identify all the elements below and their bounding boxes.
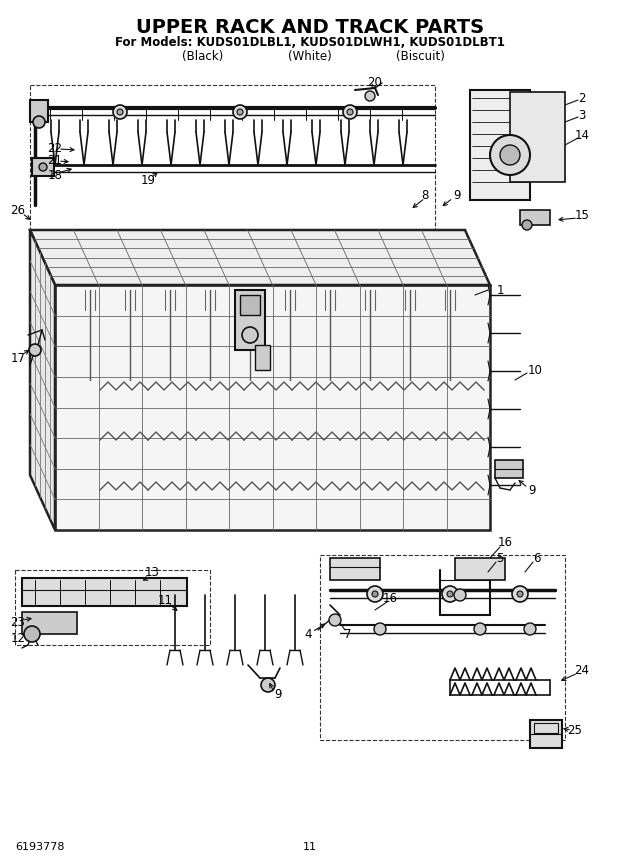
Text: 13: 13 [144, 567, 159, 580]
Bar [534, 723, 558, 733]
Bar [235, 290, 265, 350]
Text: For Models: KUDS01DLBL1, KUDS01DLWH1, KUDS01DLBT1: For Models: KUDS01DLBL1, KUDS01DLWH1, KU… [115, 36, 505, 49]
Circle shape [372, 591, 378, 597]
Text: 25: 25 [567, 723, 582, 736]
Text: 6: 6 [533, 551, 541, 564]
Text: 20: 20 [368, 75, 383, 88]
Text: 12: 12 [11, 632, 25, 645]
Text: 24: 24 [575, 663, 590, 676]
Circle shape [522, 220, 532, 230]
Circle shape [474, 623, 486, 635]
Text: 4: 4 [304, 628, 312, 641]
Text: 17: 17 [11, 352, 25, 365]
Bar [22, 578, 187, 606]
Bar [30, 85, 435, 230]
Text: 5: 5 [497, 551, 503, 564]
Bar [32, 158, 54, 176]
Bar [455, 558, 505, 580]
Circle shape [261, 678, 275, 692]
Polygon shape [30, 230, 490, 285]
Text: 11: 11 [157, 593, 172, 607]
Circle shape [367, 586, 383, 602]
Circle shape [39, 163, 47, 171]
Bar [15, 570, 210, 645]
Polygon shape [30, 230, 55, 530]
Text: 16: 16 [383, 591, 397, 604]
Circle shape [500, 145, 520, 165]
Circle shape [242, 327, 258, 343]
Text: (Black): (Black) [182, 50, 224, 63]
Circle shape [329, 614, 341, 626]
Bar [255, 345, 270, 370]
Bar [22, 612, 77, 634]
Circle shape [347, 109, 353, 115]
Circle shape [454, 589, 466, 601]
Circle shape [447, 591, 453, 597]
Bar [520, 210, 550, 225]
Circle shape [442, 586, 458, 602]
Circle shape [33, 116, 45, 128]
Bar [320, 555, 565, 740]
Text: 22: 22 [48, 141, 63, 154]
Circle shape [343, 105, 357, 119]
Bar [30, 100, 48, 122]
Text: (Biscuit): (Biscuit) [396, 50, 445, 63]
Text: 11: 11 [303, 842, 317, 852]
Text: 9: 9 [528, 484, 536, 496]
Text: 1: 1 [496, 283, 503, 296]
Circle shape [24, 626, 40, 642]
Text: 19: 19 [141, 174, 156, 187]
Text: 26: 26 [11, 204, 25, 217]
Text: 3: 3 [578, 109, 586, 122]
Circle shape [117, 109, 123, 115]
Circle shape [365, 91, 375, 101]
Circle shape [237, 109, 243, 115]
Circle shape [374, 623, 386, 635]
Circle shape [29, 344, 41, 356]
Circle shape [524, 623, 536, 635]
Text: 18: 18 [48, 169, 63, 181]
Bar [470, 90, 530, 200]
Bar [240, 295, 260, 315]
Bar [530, 720, 562, 748]
Text: 14: 14 [575, 128, 590, 141]
Bar [330, 558, 380, 580]
Circle shape [113, 105, 127, 119]
Text: 16: 16 [497, 537, 513, 550]
Text: 15: 15 [575, 209, 590, 222]
Circle shape [517, 591, 523, 597]
Text: 6193778: 6193778 [15, 842, 64, 852]
Text: 10: 10 [528, 364, 542, 377]
Circle shape [512, 586, 528, 602]
Text: 23: 23 [11, 615, 25, 628]
Text: 2: 2 [578, 92, 586, 104]
Text: 9: 9 [453, 188, 461, 201]
Circle shape [490, 135, 530, 175]
Text: 21: 21 [48, 153, 63, 167]
Bar [495, 460, 523, 478]
Bar [510, 92, 565, 182]
Text: 9: 9 [274, 688, 281, 702]
Text: (White): (White) [288, 50, 332, 63]
Text: 8: 8 [422, 188, 428, 201]
Circle shape [233, 105, 247, 119]
Text: UPPER RACK AND TRACK PARTS: UPPER RACK AND TRACK PARTS [136, 18, 484, 37]
Polygon shape [55, 285, 490, 530]
Text: 7: 7 [344, 628, 352, 641]
